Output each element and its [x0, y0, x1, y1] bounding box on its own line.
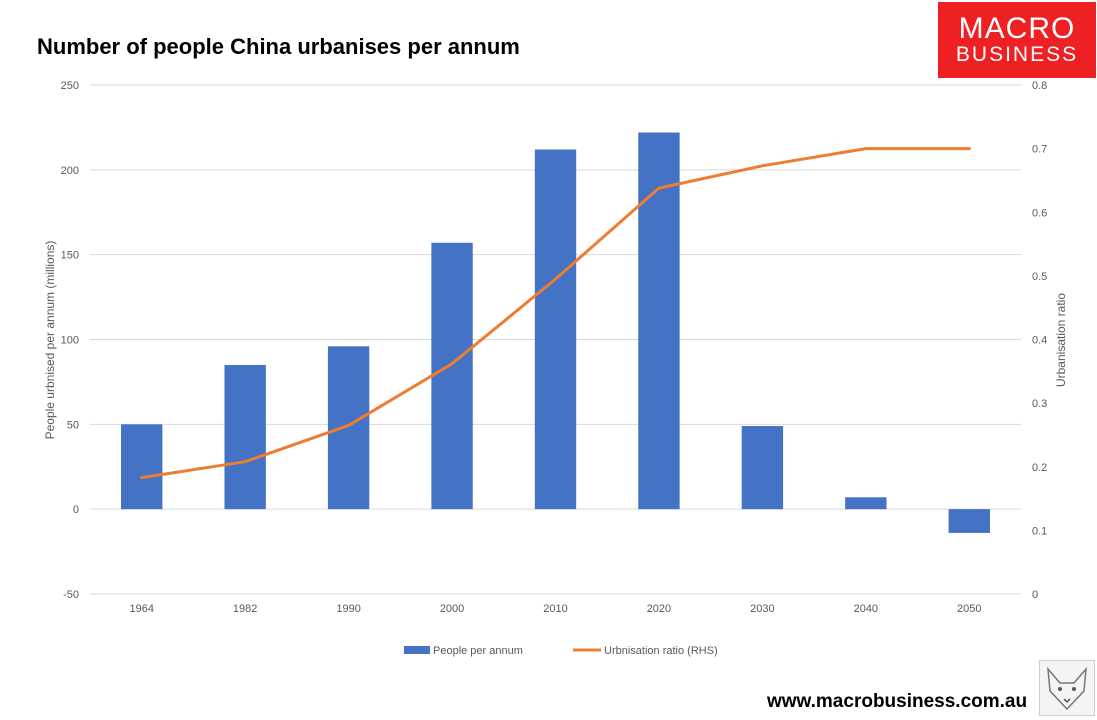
y2-tick-label: 0.1 — [1032, 525, 1047, 537]
bar — [224, 364, 266, 510]
y2-tick-label: 0.5 — [1032, 271, 1047, 283]
axes: -50 0 50 100 150 200 250 0 0.1 0.2 0.3 0.4 0.5 0.6 0.7… — [61, 80, 1048, 615]
y-tick-label: 0 — [73, 504, 79, 516]
y-tick-label: 200 — [61, 165, 79, 177]
x-tick-label: 1990 — [336, 603, 360, 615]
bar — [948, 509, 990, 533]
y2-tick-label: 0.8 — [1032, 80, 1047, 92]
bar — [741, 426, 784, 510]
y-tick-label: 250 — [61, 80, 79, 92]
bar — [431, 242, 473, 510]
fox-logo-image — [1039, 660, 1095, 716]
bar — [121, 424, 163, 510]
y-axis-label: People urbnised per annum (millions) — [43, 241, 57, 440]
y2-tick-label: 0.6 — [1032, 207, 1047, 219]
y2-tick-label: 0 — [1032, 589, 1038, 601]
series-line — [140, 147, 971, 480]
logo-line-1: MACRO — [958, 12, 1076, 45]
x-tick-label: 1964 — [129, 603, 153, 615]
x-tick-label: 1982 — [233, 603, 257, 615]
line-series — [140, 147, 971, 480]
bar-series — [121, 132, 990, 533]
y-tick-label: 100 — [61, 335, 79, 347]
bar — [534, 149, 577, 510]
x-tick-label: 2040 — [854, 603, 878, 615]
footer-url-link[interactable]: www.macrobusiness.com.au — [767, 691, 1028, 712]
bar — [638, 132, 680, 510]
x-tick-label: 2020 — [647, 603, 671, 615]
legend-bar-swatch — [404, 646, 430, 654]
chart-title: Number of people China urbanises per ann… — [37, 34, 520, 59]
logo-line-2: BUSINESS — [955, 43, 1079, 66]
x-tick-label: 2000 — [440, 603, 464, 615]
y2-axis-label: Urbanisation ratio — [1054, 293, 1068, 387]
y-tick-label: 150 — [61, 250, 79, 262]
fox-icon — [1047, 666, 1087, 711]
y2-tick-label: 0.3 — [1032, 398, 1047, 410]
y-tick-label: -50 — [63, 589, 79, 601]
x-tick-label: 2010 — [543, 603, 567, 615]
legend-line-label: Urbnisation ratio (RHS) — [604, 645, 718, 657]
legend: People per annum Urbnisation ratio (RHS) — [404, 645, 718, 657]
macrobusiness-logo[interactable]: MACRO BUSINESS — [938, 2, 1096, 78]
legend-bar-label: People per annum — [433, 645, 523, 657]
y2-tick-label: 0.7 — [1032, 144, 1047, 156]
y-tick-label: 50 — [67, 419, 79, 431]
bar — [845, 497, 887, 510]
x-tick-label: 2030 — [750, 603, 774, 615]
y2-tick-label: 0.2 — [1032, 462, 1047, 474]
y2-tick-label: 0.4 — [1032, 335, 1047, 347]
bar — [327, 346, 370, 510]
x-tick-label: 2050 — [957, 603, 981, 615]
